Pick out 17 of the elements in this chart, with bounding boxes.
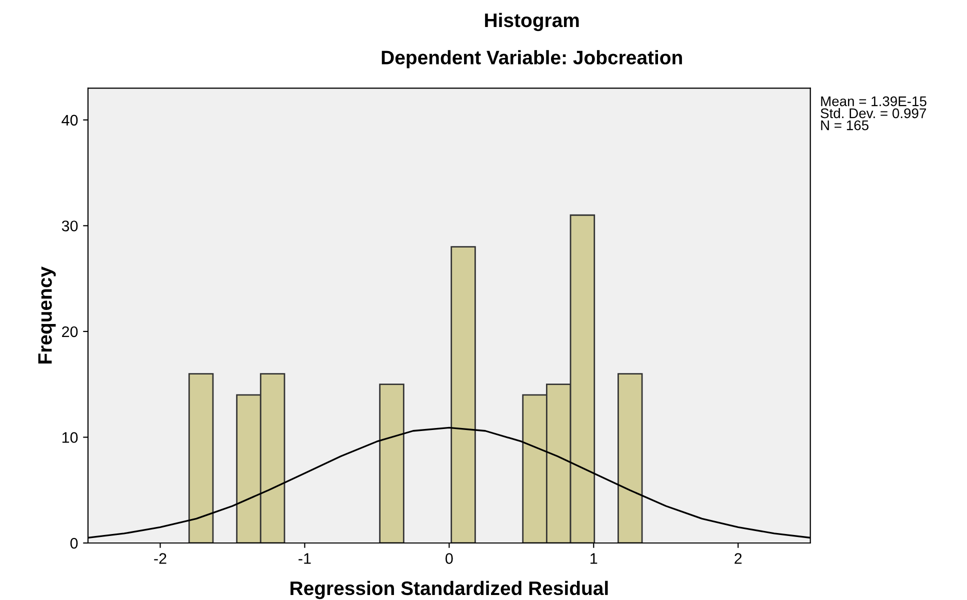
text: Std. Dev. = 0.997 — [820, 108, 926, 118]
x-tick-label: -1 — [298, 553, 311, 564]
x-tick-label: -2 — [154, 553, 166, 564]
x-axis-title: Regression Standardized Residual — [290, 580, 608, 600]
x-tick-label: 0 — [446, 553, 453, 564]
text: N = 165 — [821, 120, 868, 130]
y-axis-title: Frequency — [38, 266, 56, 364]
chart-title: Histogram — [485, 12, 579, 32]
y-tick-label: 30 — [62, 220, 78, 232]
y-tick-label: 0 — [70, 538, 78, 549]
text: Mean = 1.39E-15 — [821, 96, 926, 106]
x-tick-label: 1 — [590, 553, 598, 564]
y-tick-label: 20 — [62, 326, 78, 338]
y-tick-label: 10 — [62, 432, 78, 443]
x-tick-label: 2 — [734, 553, 742, 564]
y-tick-label: 40 — [62, 114, 78, 126]
chart-subtitle: Dependent Variable: Jobcreation — [382, 50, 682, 68]
